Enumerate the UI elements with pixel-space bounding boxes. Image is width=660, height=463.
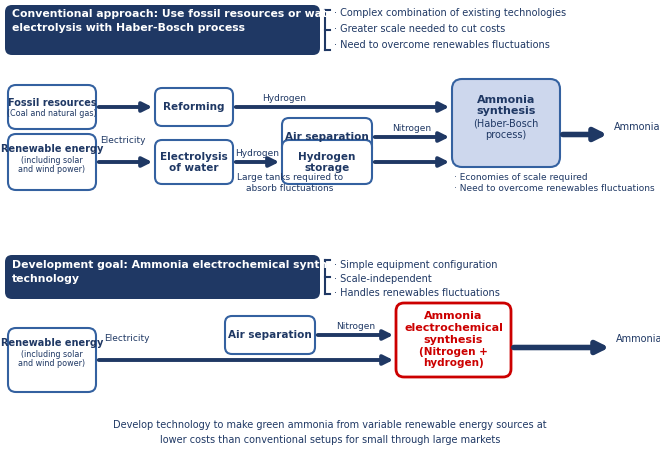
Text: electrochemical: electrochemical bbox=[404, 323, 503, 333]
Text: storage: storage bbox=[304, 163, 350, 173]
Text: Ammonia: Ammonia bbox=[616, 334, 660, 344]
Text: · Handles renewables fluctuations: · Handles renewables fluctuations bbox=[334, 288, 500, 298]
Text: Nitrogen: Nitrogen bbox=[336, 322, 375, 331]
Text: · Greater scale needed to cut costs: · Greater scale needed to cut costs bbox=[334, 24, 506, 34]
Text: Renewable energy: Renewable energy bbox=[1, 338, 103, 348]
Text: (including solar: (including solar bbox=[21, 350, 83, 359]
Text: and wind power): and wind power) bbox=[18, 165, 86, 174]
Text: Hydrogen: Hydrogen bbox=[298, 152, 356, 162]
FancyBboxPatch shape bbox=[282, 140, 372, 184]
Text: Electricity: Electricity bbox=[104, 334, 150, 343]
Text: Ammonia: Ammonia bbox=[477, 95, 535, 105]
FancyBboxPatch shape bbox=[452, 79, 560, 167]
Text: (Haber-Bosch: (Haber-Bosch bbox=[473, 119, 539, 129]
Text: (including solar: (including solar bbox=[21, 156, 83, 165]
FancyBboxPatch shape bbox=[155, 88, 233, 126]
Text: Ammonia: Ammonia bbox=[424, 311, 482, 321]
Text: Nitrogen: Nitrogen bbox=[393, 124, 432, 133]
FancyBboxPatch shape bbox=[225, 316, 315, 354]
FancyBboxPatch shape bbox=[8, 85, 96, 129]
Text: Renewable energy: Renewable energy bbox=[1, 144, 103, 154]
FancyBboxPatch shape bbox=[8, 328, 96, 392]
Text: · Complex combination of existing technologies: · Complex combination of existing techno… bbox=[334, 8, 566, 18]
Text: Ammonia: Ammonia bbox=[614, 121, 660, 131]
Text: and wind power): and wind power) bbox=[18, 359, 86, 368]
FancyBboxPatch shape bbox=[396, 303, 511, 377]
Text: process): process) bbox=[485, 130, 527, 140]
Text: synthesis: synthesis bbox=[477, 106, 536, 116]
Text: (Nitrogen +: (Nitrogen + bbox=[419, 347, 488, 357]
Text: Reforming: Reforming bbox=[163, 102, 225, 112]
Text: absorb fluctuations: absorb fluctuations bbox=[246, 184, 334, 193]
Text: Electricity: Electricity bbox=[100, 136, 145, 145]
Text: Hydrogen: Hydrogen bbox=[262, 94, 306, 103]
Text: Air separation: Air separation bbox=[228, 330, 312, 340]
Text: of water: of water bbox=[169, 163, 218, 173]
FancyBboxPatch shape bbox=[5, 255, 320, 299]
Text: synthesis: synthesis bbox=[424, 335, 483, 345]
Text: hydrogen): hydrogen) bbox=[423, 358, 484, 368]
Text: · Scale-independent: · Scale-independent bbox=[334, 274, 432, 284]
Text: (Coal and natural gas): (Coal and natural gas) bbox=[7, 109, 97, 118]
Text: Hydrogen: Hydrogen bbox=[236, 149, 279, 158]
Text: Fossil resources: Fossil resources bbox=[8, 98, 96, 108]
Text: Development goal: Ammonia electrochemical synthesis
technology: Development goal: Ammonia electrochemica… bbox=[12, 260, 351, 284]
Text: Conventional approach: Use fossil resources or water
electrolysis with Haber-Bos: Conventional approach: Use fossil resour… bbox=[12, 9, 340, 33]
Text: Air separation: Air separation bbox=[285, 132, 369, 142]
FancyBboxPatch shape bbox=[155, 140, 233, 184]
Text: · Economies of scale required: · Economies of scale required bbox=[454, 173, 587, 182]
Text: Develop technology to make green ammonia from variable renewable energy sources : Develop technology to make green ammonia… bbox=[113, 420, 547, 445]
Text: Large tanks required to: Large tanks required to bbox=[237, 173, 343, 182]
FancyBboxPatch shape bbox=[282, 118, 372, 156]
Text: Electrolysis: Electrolysis bbox=[160, 152, 228, 162]
Text: · Need to overcome renewables fluctuations: · Need to overcome renewables fluctuatio… bbox=[334, 40, 550, 50]
FancyBboxPatch shape bbox=[5, 5, 320, 55]
Text: · Need to overcome renewables fluctuations: · Need to overcome renewables fluctuatio… bbox=[454, 184, 655, 193]
FancyBboxPatch shape bbox=[8, 134, 96, 190]
Text: · Simple equipment configuration: · Simple equipment configuration bbox=[334, 260, 498, 270]
